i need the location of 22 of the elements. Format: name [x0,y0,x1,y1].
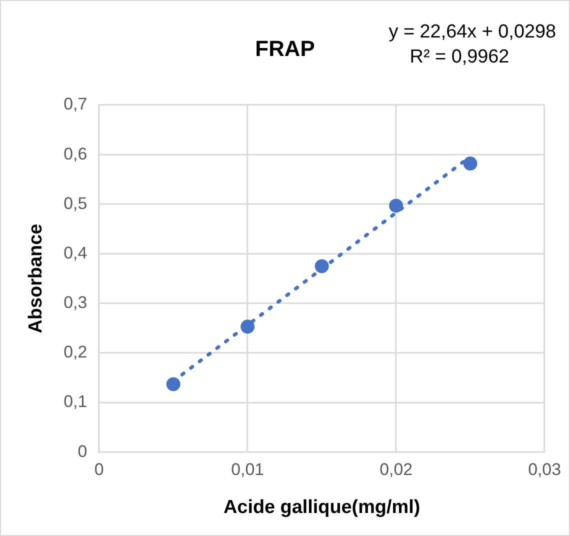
y-tick-label: 0,1 [64,392,88,412]
y-tick-label: 0,4 [64,243,88,262]
y-tick-label: 0,7 [64,94,88,114]
point [314,259,329,274]
x-tick-label: 0,01 [231,460,264,479]
point [166,377,180,392]
x-tick-label: 0,03 [528,460,562,479]
y-tick-label: 0,2 [64,342,88,362]
point [240,320,255,334]
y-tick-label: 0,6 [64,144,88,164]
y-tick-label: 0,5 [64,194,88,213]
x-axis-title: Acide gallique(mg/ml) [224,496,420,518]
x-tick-label: 0,02 [380,460,413,479]
point [463,156,478,170]
y-tick-label: 0 [78,442,88,461]
y-axis-title: Absorbance [25,224,46,334]
y-tick-label: 0,3 [64,293,88,312]
x-tick-label: 0 [94,460,104,479]
chart-title: FRAP [255,36,315,62]
text: R² = 0,9962 [410,46,510,68]
point [389,198,404,213]
text: y = 22,64x + 0,0298 [388,22,556,43]
